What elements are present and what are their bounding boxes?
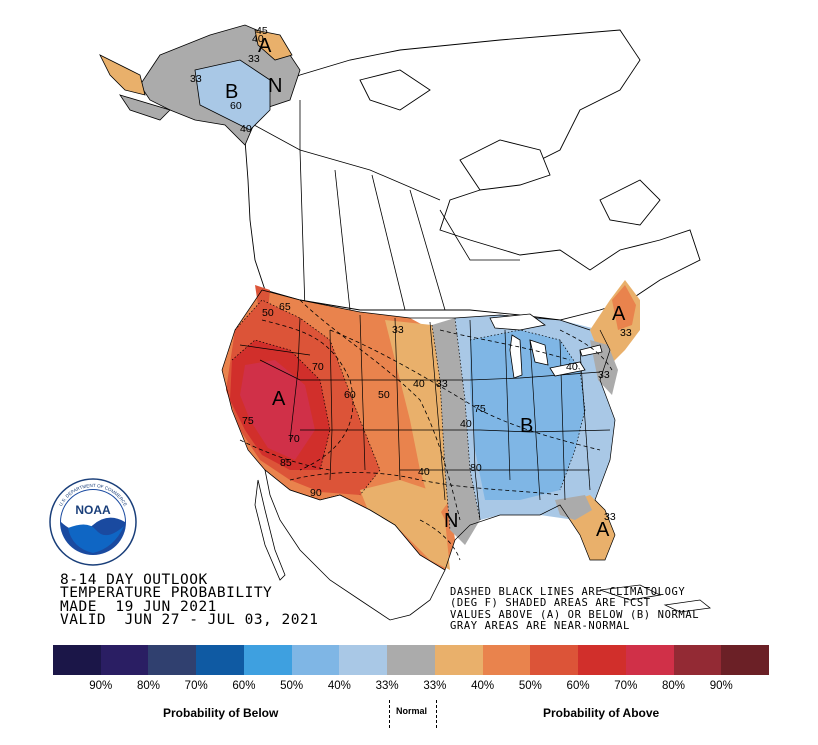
contour-label: 40	[252, 33, 264, 45]
title-line-2: TEMPERATURE PROBABILITY	[60, 585, 273, 602]
contour-label: 40	[566, 361, 578, 373]
alaska-below-label: B	[225, 81, 238, 103]
contour-label: 50	[378, 389, 390, 401]
contour-label: 70	[312, 361, 324, 373]
contour-label: 33	[248, 53, 260, 65]
contour-label: 50	[262, 307, 274, 319]
legend-tick-label: 50%	[280, 680, 304, 692]
east-below-label: B	[520, 415, 533, 437]
contour-label: 65	[279, 301, 291, 313]
below-caption: Probability of Below	[163, 706, 279, 720]
legend-swatch	[387, 645, 435, 675]
contour-label: 33	[598, 369, 610, 381]
note-line-2: (DEG F) SHADED AREAS ARE FCST	[450, 597, 651, 610]
outlook-title-block: 8-14 DAY OUTLOOK TEMPERATURE PROBABILITY M…	[60, 572, 319, 629]
legend-swatch	[530, 645, 579, 675]
contour-label: 85	[280, 457, 292, 469]
contour-label: 75	[474, 403, 486, 415]
legend-swatch	[100, 645, 149, 675]
title-line-3: MADE 19 JUN 2021	[60, 598, 217, 615]
contour-label: 60	[344, 389, 356, 401]
legend-tick-label: 80%	[136, 680, 160, 692]
legend-tick-labels: 90% 80% 70% 60% 50% 40% 33% 33% 40% 50% 60% 70% 80% 9…	[53, 680, 769, 694]
contour-label: 40	[240, 123, 252, 135]
contour-label: 33	[620, 327, 632, 339]
title-line-1: 8-14 DAY OUTLOOK	[60, 572, 208, 588]
legend-swatch	[291, 645, 340, 675]
contour-number-labels: 33 40 33 60 40 50 65 70 60 50 40 33 75 7…	[190, 25, 632, 523]
contour-label: 80	[470, 462, 482, 474]
contour-label: 40	[413, 378, 425, 390]
note-line-1: DASHED BLACK LINES ARE CLIMATOLOGY	[450, 586, 686, 598]
contour-label: 45	[256, 25, 268, 37]
normal-caption: Normal	[396, 706, 428, 716]
legend-swatch	[148, 645, 197, 675]
florida-above-label: A	[596, 519, 610, 541]
contour-label: 90	[310, 487, 322, 499]
legend-tick-label: 60%	[232, 680, 256, 692]
legend-tick-label: 40%	[471, 680, 495, 692]
alaska-above-label: A	[258, 35, 272, 57]
mexico-outline	[254, 469, 711, 621]
legend-tick-label: 33%	[423, 680, 447, 692]
legend-tick-label: 50%	[518, 680, 542, 692]
contour-label: 75	[242, 415, 254, 427]
legend-swatch	[721, 645, 770, 675]
contour-label: 33	[392, 324, 404, 336]
legend-divider-right	[436, 700, 437, 728]
contour-label: 40	[418, 466, 430, 478]
legend-swatch	[243, 645, 292, 675]
legend-tick-label: 70%	[614, 680, 638, 692]
probability-dotted-lines	[231, 299, 586, 531]
legend-swatch	[53, 645, 101, 675]
legend-tick-label: 90%	[709, 680, 733, 692]
contour-label: 33	[604, 511, 616, 523]
south-normal-label: N	[444, 510, 458, 532]
alaska-normal-label: N	[268, 75, 282, 97]
province-lines	[244, 100, 520, 311]
noaa-bird-icon	[68, 524, 124, 553]
contour-label: 33	[436, 378, 448, 390]
noaa-logo: NOAA U.S. DEPARTMENT OF COMMERCE	[49, 478, 137, 566]
west-above-label: A	[272, 388, 286, 410]
legend-tick-label: 40%	[327, 680, 351, 692]
contour-label: 33	[190, 73, 202, 85]
legend-divider-left	[389, 700, 390, 728]
title-line-4: VALID JUN 27 - JUL 03, 2021	[60, 612, 319, 629]
legend-tick-label: 80%	[662, 680, 686, 692]
legend-swatch	[578, 645, 626, 675]
legend-tick-label: 90%	[89, 680, 113, 692]
note-line-4: GRAY AREAS ARE NEAR-NORMAL	[450, 619, 630, 632]
map-notes-block: DASHED BLACK LINES ARE CLIMATOLOGY (DEG F…	[450, 586, 700, 632]
noaa-logo-text: NOAA	[75, 503, 111, 517]
probability-color-legend	[53, 645, 770, 675]
legend-swatch	[625, 645, 674, 675]
legend-swatch	[482, 645, 531, 675]
contour-label: 60	[230, 100, 242, 112]
legend-swatch	[434, 645, 483, 675]
legend-tick-label: 33%	[375, 680, 399, 692]
legend-swatch	[196, 645, 244, 675]
alaska	[99, 24, 301, 146]
legend-tick-label: 60%	[566, 680, 590, 692]
northeast-above-label: A	[612, 303, 626, 325]
contour-label: 70	[288, 433, 300, 445]
great-lakes	[489, 313, 603, 379]
legend-tick-label: 70%	[184, 680, 208, 692]
legend-swatch	[339, 645, 388, 675]
canada-outline	[244, 29, 701, 321]
contour-label: 40	[460, 418, 472, 430]
legend-swatch	[673, 645, 722, 675]
above-caption: Probability of Above	[543, 706, 660, 720]
note-line-3: VALUES ABOVE (A) OR BELOW (B) NORMAL	[450, 608, 700, 621]
map-category-labels: A B N A A B N A	[225, 35, 626, 541]
climatology-dashed-lines	[239, 299, 613, 561]
